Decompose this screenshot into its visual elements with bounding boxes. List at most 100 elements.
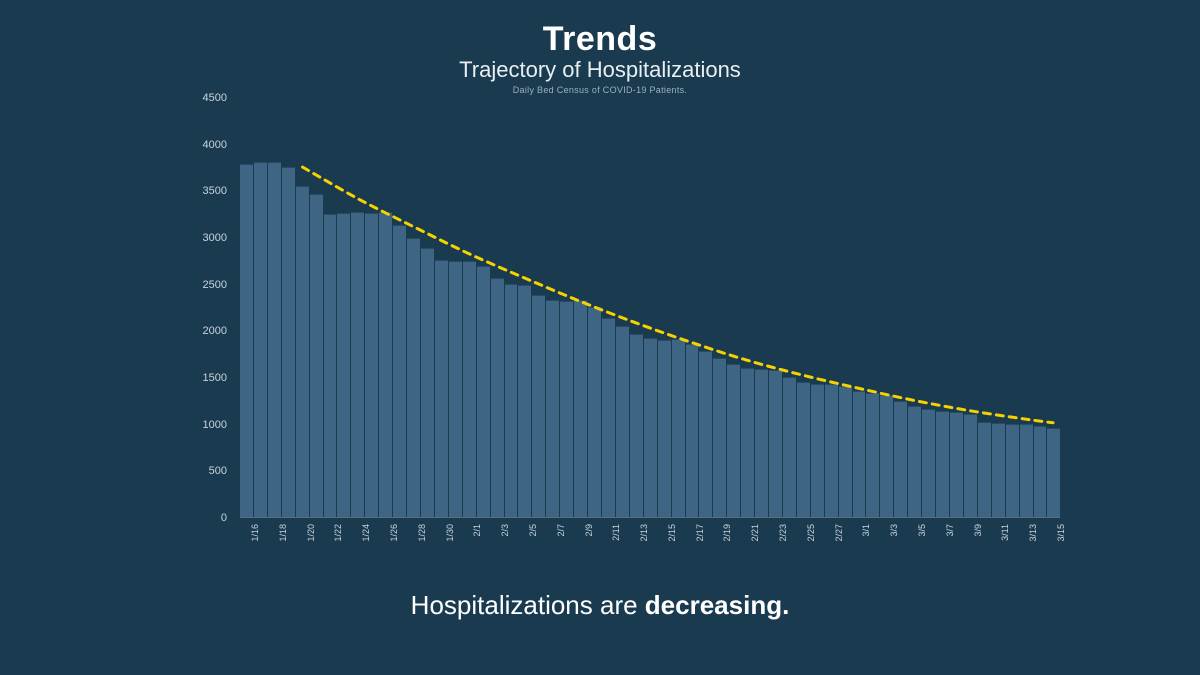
bar — [964, 414, 977, 517]
bar — [727, 364, 740, 517]
caption: Hospitalizations are decreasing. — [0, 590, 1200, 621]
x-tick: 3/5 — [917, 524, 927, 537]
bar — [365, 213, 378, 517]
bar — [936, 411, 949, 517]
bar — [741, 368, 754, 517]
chart-titles: Trends Trajectory of Hospitalizations Da… — [0, 20, 1200, 95]
x-tick: 2/25 — [806, 524, 816, 542]
bar — [477, 266, 490, 517]
bar — [240, 164, 253, 517]
x-tick: 1/30 — [445, 524, 455, 542]
bar — [880, 395, 893, 517]
bar — [546, 300, 559, 517]
y-tick: 3000 — [180, 232, 227, 244]
x-tick: 2/21 — [750, 524, 760, 542]
x-tick: 3/1 — [861, 524, 871, 537]
x-tick: 2/5 — [528, 524, 538, 537]
x-tick: 2/23 — [778, 524, 788, 542]
x-tick: 2/19 — [722, 524, 732, 542]
bar — [324, 214, 337, 517]
x-tick: 3/13 — [1028, 524, 1038, 542]
bar — [894, 401, 907, 517]
bar — [783, 377, 796, 517]
bar — [1020, 424, 1033, 517]
bar — [337, 213, 350, 517]
bar — [908, 406, 921, 517]
x-tick: 1/24 — [361, 524, 371, 542]
bar — [616, 326, 629, 517]
x-tick: 2/17 — [695, 524, 705, 542]
bar — [825, 384, 838, 517]
caption-prefix: Hospitalizations are — [411, 590, 645, 620]
y-tick: 4000 — [180, 139, 227, 151]
bar — [922, 409, 935, 517]
bar — [672, 339, 685, 517]
bar — [282, 167, 295, 517]
x-tick: 2/13 — [639, 524, 649, 542]
bar — [379, 212, 392, 517]
x-tick: 1/22 — [333, 524, 343, 542]
bar — [310, 194, 323, 517]
bar — [1047, 428, 1060, 517]
bar — [532, 295, 545, 517]
x-tick: 1/18 — [278, 524, 288, 542]
bar — [574, 300, 587, 517]
x-tick: 3/7 — [945, 524, 955, 537]
bar — [713, 358, 726, 517]
bar — [1034, 426, 1047, 517]
bar — [811, 384, 824, 517]
x-tick: 3/3 — [889, 524, 899, 537]
x-tick: 2/27 — [834, 524, 844, 542]
bar — [992, 423, 1005, 517]
bar — [435, 260, 448, 517]
bar — [755, 369, 768, 517]
bar — [393, 225, 406, 517]
title-main: Trends — [0, 20, 1200, 59]
y-tick: 500 — [180, 465, 227, 477]
bar — [644, 338, 657, 517]
bar — [588, 307, 601, 517]
bar — [950, 412, 963, 517]
bar — [518, 285, 531, 517]
bar — [866, 393, 879, 517]
bar — [699, 351, 712, 517]
x-tick: 3/11 — [1000, 524, 1010, 541]
bar — [797, 382, 810, 517]
x-tick: 3/9 — [973, 524, 983, 537]
y-tick: 2000 — [180, 325, 227, 337]
bar — [505, 284, 518, 517]
bar — [351, 212, 364, 517]
y-tick: 4500 — [180, 92, 227, 104]
bar — [839, 386, 852, 517]
bar — [268, 162, 281, 517]
bar — [602, 318, 615, 517]
y-tick: 1000 — [180, 419, 227, 431]
bar — [978, 422, 991, 517]
x-tick: 2/15 — [667, 524, 677, 542]
x-tick: 2/3 — [500, 524, 510, 537]
plot-area — [240, 98, 1060, 518]
title-sub: Trajectory of Hospitalizations — [0, 57, 1200, 83]
x-tick: 2/7 — [556, 524, 566, 537]
bar — [296, 186, 309, 517]
x-tick: 1/16 — [250, 524, 260, 542]
x-tick: 3/15 — [1056, 524, 1066, 542]
bar — [560, 301, 573, 517]
caption-bold: decreasing. — [645, 590, 790, 620]
bar — [463, 261, 476, 517]
bar — [491, 278, 504, 517]
bar — [686, 344, 699, 517]
y-axis: 050010001500200025003000350040004500 — [180, 98, 235, 518]
x-axis: 1/161/181/201/221/241/261/281/302/12/32/… — [240, 522, 1060, 582]
x-tick: 1/26 — [389, 524, 399, 542]
bar — [769, 370, 782, 517]
x-tick: 2/11 — [611, 524, 621, 541]
y-tick: 2500 — [180, 279, 227, 291]
bar — [449, 261, 462, 517]
chart: 050010001500200025003000350040004500 1/1… — [180, 98, 1060, 548]
y-tick: 3500 — [180, 185, 227, 197]
x-tick: 1/28 — [417, 524, 427, 542]
bars-container — [240, 98, 1060, 517]
bar — [1006, 424, 1019, 517]
bar — [407, 238, 420, 517]
